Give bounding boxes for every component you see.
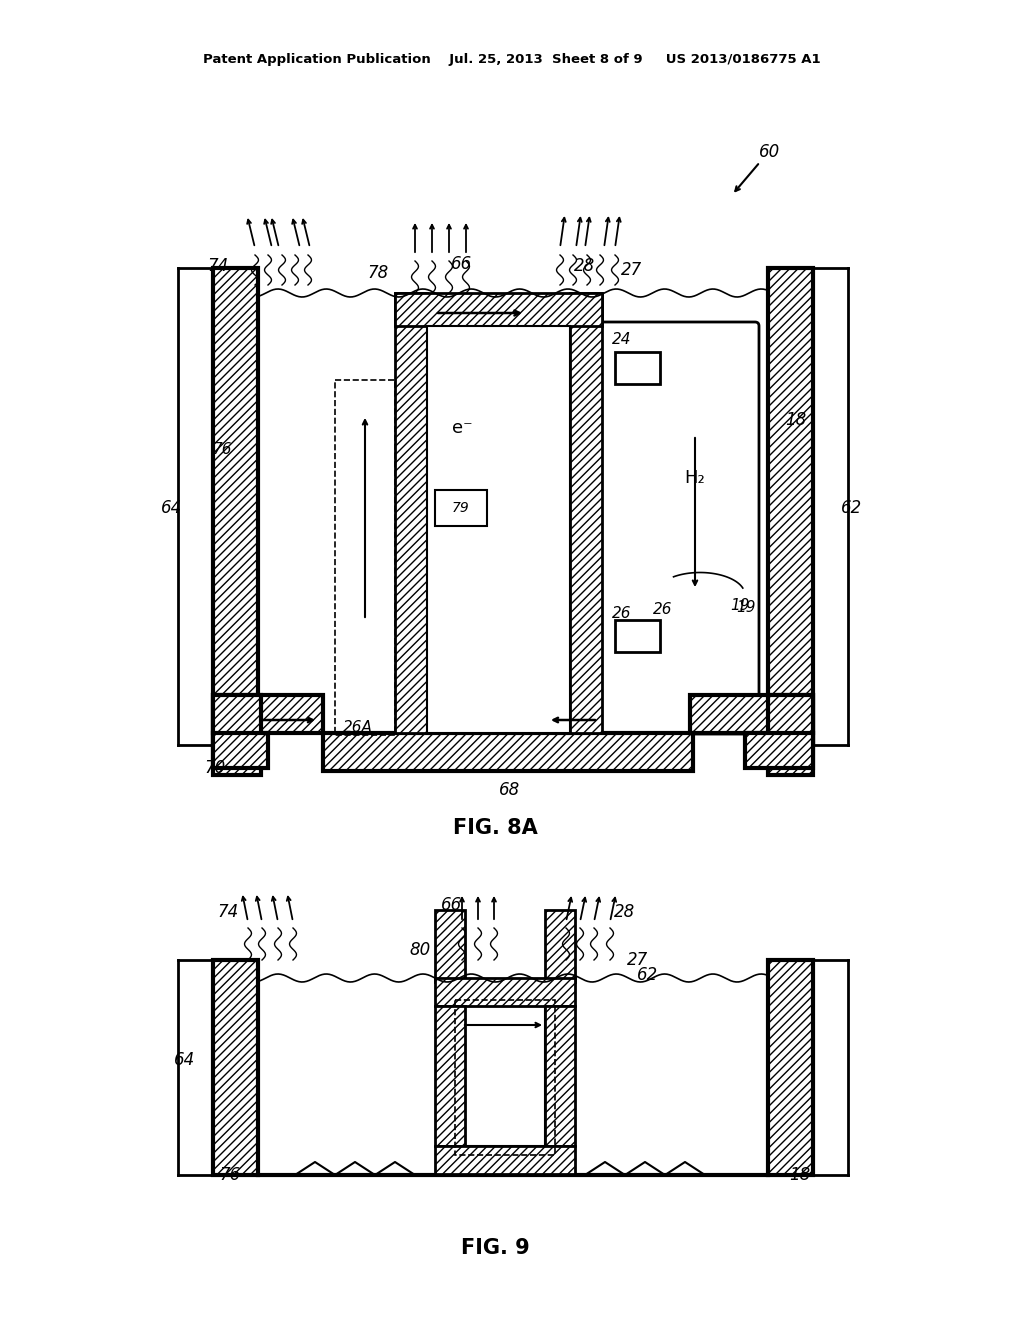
- Text: 24: 24: [612, 333, 632, 347]
- Text: 62: 62: [842, 499, 862, 517]
- Text: 18: 18: [790, 1166, 811, 1184]
- Bar: [395, 293, 427, 733]
- Bar: [545, 909, 575, 982]
- Text: FIG. 8A: FIG. 8A: [453, 818, 538, 838]
- Text: 64: 64: [162, 499, 182, 517]
- Bar: [435, 490, 487, 525]
- Text: 66: 66: [452, 255, 473, 273]
- Bar: [435, 909, 465, 982]
- Bar: [435, 978, 575, 1006]
- Bar: [213, 696, 261, 775]
- Text: 68: 68: [500, 781, 520, 799]
- Bar: [335, 380, 395, 735]
- Text: 70: 70: [205, 759, 225, 777]
- Text: 64: 64: [174, 1051, 196, 1069]
- Text: 27: 27: [628, 950, 648, 969]
- Bar: [213, 960, 258, 1175]
- Text: 74: 74: [208, 257, 228, 275]
- Text: 26A: 26A: [343, 721, 373, 735]
- Bar: [213, 696, 323, 733]
- Bar: [213, 268, 258, 744]
- Bar: [615, 352, 660, 384]
- Bar: [323, 733, 693, 771]
- Text: 18: 18: [785, 411, 807, 429]
- Text: 19: 19: [736, 601, 756, 615]
- Bar: [465, 1006, 545, 1146]
- Text: 28: 28: [614, 903, 636, 921]
- Bar: [545, 1006, 575, 1146]
- Bar: [615, 620, 660, 652]
- Text: 60: 60: [760, 143, 780, 161]
- Text: 76: 76: [212, 442, 231, 458]
- Text: 26: 26: [612, 606, 632, 622]
- Text: FIG. 9: FIG. 9: [461, 1238, 529, 1258]
- FancyBboxPatch shape: [598, 322, 759, 734]
- Text: 66: 66: [441, 896, 463, 913]
- Text: 79: 79: [453, 502, 470, 515]
- Bar: [768, 268, 813, 744]
- Bar: [768, 696, 813, 775]
- Text: 62: 62: [637, 966, 658, 983]
- Bar: [395, 293, 602, 326]
- Text: 28: 28: [574, 257, 596, 275]
- Text: 19: 19: [730, 598, 750, 612]
- Bar: [455, 1001, 555, 1155]
- Text: 74: 74: [217, 903, 239, 921]
- Bar: [768, 960, 813, 1175]
- Bar: [745, 733, 813, 768]
- Bar: [435, 1146, 575, 1173]
- Bar: [570, 293, 602, 733]
- Bar: [435, 1006, 465, 1146]
- Text: 78: 78: [368, 264, 389, 282]
- Text: H₂: H₂: [685, 469, 706, 487]
- Text: 26: 26: [653, 602, 673, 618]
- Bar: [213, 733, 268, 768]
- Text: Patent Application Publication    Jul. 25, 2013  Sheet 8 of 9     US 2013/018677: Patent Application Publication Jul. 25, …: [203, 54, 821, 66]
- Bar: [427, 326, 570, 733]
- Text: 76: 76: [219, 1166, 241, 1184]
- Text: 80: 80: [410, 941, 431, 960]
- Text: 27: 27: [622, 261, 643, 279]
- Text: e⁻: e⁻: [452, 418, 472, 437]
- Bar: [690, 696, 813, 733]
